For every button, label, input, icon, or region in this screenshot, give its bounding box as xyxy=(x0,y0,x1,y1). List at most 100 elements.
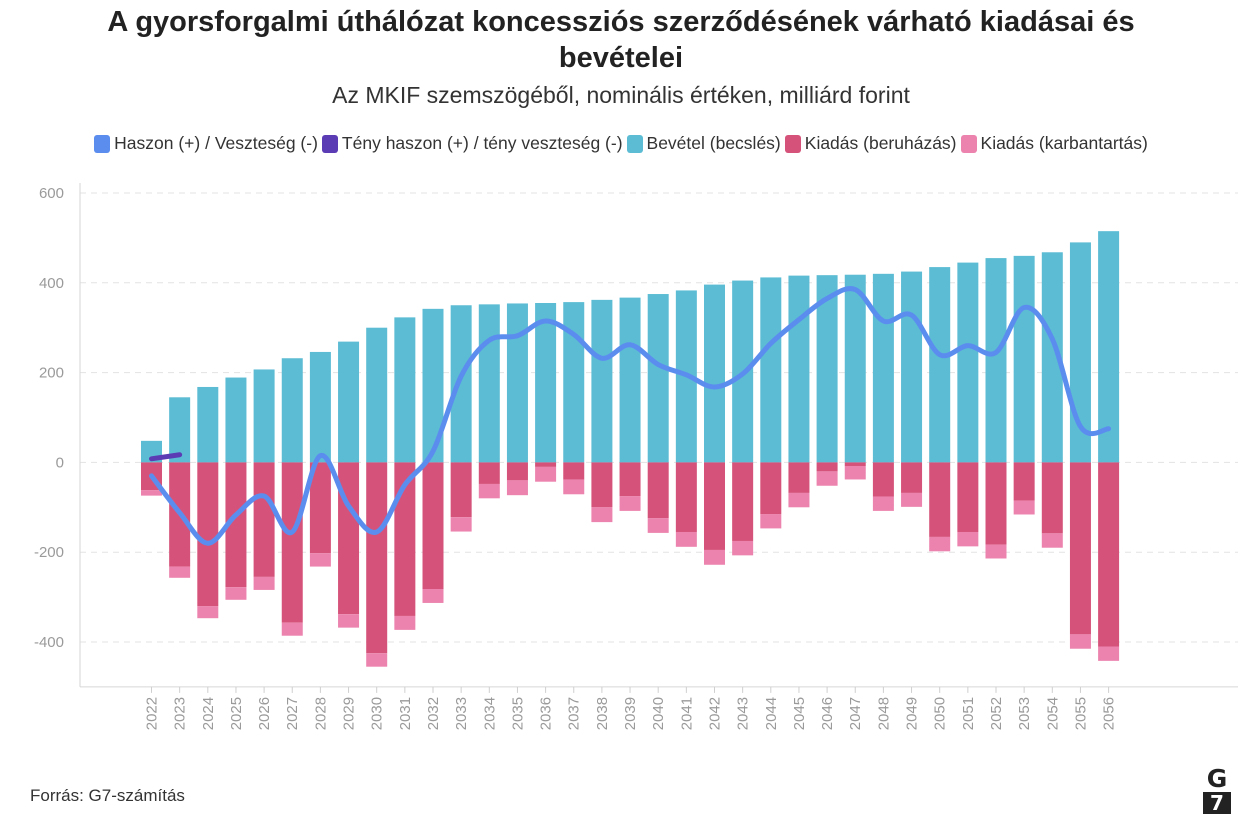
x-tick-label: 2046 xyxy=(819,697,836,730)
bar-karbantartas xyxy=(591,507,613,523)
bar-karbantartas xyxy=(872,496,894,511)
bar-bevetel xyxy=(281,358,303,463)
bar-karbantartas xyxy=(929,536,951,552)
bar-bevetel xyxy=(985,258,1007,463)
bar-beruhazas xyxy=(732,462,754,541)
x-tick-label: 2035 xyxy=(509,697,526,730)
bar-karbantartas xyxy=(253,576,275,590)
chart-title: A gyorsforgalmi úthálózat koncessziós sz… xyxy=(107,6,1135,74)
bar-beruhazas xyxy=(760,462,782,515)
bar-karbantartas xyxy=(535,466,557,482)
bar-bevetel xyxy=(309,351,331,463)
x-tick-label: 2041 xyxy=(678,697,695,730)
legend-item-karbantartas[interactable]: Kiadás (karbantartás) xyxy=(960,133,1148,154)
bar-karbantartas xyxy=(1013,500,1035,515)
bar-karbantartas xyxy=(760,514,782,529)
bar-beruhazas xyxy=(422,462,444,590)
x-tick-label: 2023 xyxy=(172,697,189,730)
legend-item-teny[interactable]: Tény haszon (+) / tény veszteség (-) xyxy=(321,133,623,154)
bar-beruhazas xyxy=(309,462,331,554)
line-teny xyxy=(149,452,183,462)
bar-beruhazas xyxy=(197,462,219,607)
bar-beruhazas xyxy=(675,462,697,532)
x-tick-label: 2040 xyxy=(650,697,667,730)
x-tick-label: 2029 xyxy=(341,697,358,730)
bar-bevetel xyxy=(788,275,810,463)
line-haszon xyxy=(149,286,1112,546)
bar-beruhazas xyxy=(1041,462,1063,534)
x-tick-label: 2036 xyxy=(538,697,555,730)
x-tick-label: 2037 xyxy=(566,697,583,730)
bar-bevetel xyxy=(422,308,444,463)
bar-bevetel xyxy=(478,304,500,463)
bar-karbantartas xyxy=(478,483,500,499)
bar-karbantartas xyxy=(281,622,303,636)
legend-label-beruhazas: Kiadás (beruházás) xyxy=(804,133,957,153)
x-tick-label: 2042 xyxy=(707,697,724,730)
chart-legend: Haszon (+) / Veszteség (-) Tény haszon (… xyxy=(0,133,1242,154)
x-tick-label: 2026 xyxy=(256,697,273,730)
bar-karbantartas xyxy=(1041,533,1063,548)
bar-bevetel xyxy=(253,369,275,463)
legend-swatch-haszon xyxy=(94,134,111,153)
y-tick-label: 200 xyxy=(39,365,64,382)
y-tick-label: 0 xyxy=(56,454,64,471)
bar-bevetel xyxy=(366,327,388,463)
bar-karbantartas xyxy=(788,492,810,508)
bar-bevetel xyxy=(816,275,838,463)
bar-karbantartas xyxy=(366,653,388,667)
x-tick-label: 2039 xyxy=(622,697,639,730)
bar-bevetel xyxy=(338,341,360,463)
bar-bevetel xyxy=(591,299,613,463)
bar-bevetel xyxy=(704,284,725,463)
x-tick-label: 2027 xyxy=(284,697,301,730)
y-tick-label: -200 xyxy=(34,544,64,561)
bar-bevetel xyxy=(506,303,528,463)
bar-bevetel xyxy=(225,377,247,463)
bar-bevetel xyxy=(197,386,219,463)
legend-item-bevetel[interactable]: Bevétel (becslés) xyxy=(626,133,781,154)
x-tick-label: 2033 xyxy=(453,697,470,730)
bar-karbantartas xyxy=(816,471,838,486)
bar-beruhazas xyxy=(788,462,810,493)
bar-karbantartas xyxy=(732,540,754,556)
logo-number: 7 xyxy=(1203,792,1231,814)
legend-item-beruhazas[interactable]: Kiadás (beruházás) xyxy=(784,133,957,154)
bar-bevetel xyxy=(957,262,979,463)
bar-bevetel xyxy=(1013,255,1035,463)
bar-beruhazas xyxy=(957,462,979,532)
bar-karbantartas xyxy=(1069,634,1091,649)
x-tick-label: 2050 xyxy=(932,697,949,730)
x-tick-label: 2034 xyxy=(481,697,498,730)
bar-karbantartas xyxy=(338,614,360,628)
bar-bevetel xyxy=(901,271,923,463)
legend-item-haszon[interactable]: Haszon (+) / Veszteség (-) xyxy=(94,133,318,154)
bar-beruhazas xyxy=(1069,462,1091,635)
bar-karbantartas xyxy=(506,480,528,496)
x-tick-label: 2052 xyxy=(988,697,1005,730)
bar-beruhazas xyxy=(563,462,585,480)
bar-karbantartas xyxy=(394,615,416,630)
x-tick-label: 2047 xyxy=(847,697,864,730)
x-tick-label: 2022 xyxy=(144,697,161,730)
source-note: Forrás: G7-számítás xyxy=(30,786,185,805)
y-tick-label: 600 xyxy=(39,185,64,202)
bar-karbantartas xyxy=(647,518,669,533)
x-tick-label: 2025 xyxy=(228,697,245,730)
bar-beruhazas xyxy=(506,462,528,481)
bar-beruhazas xyxy=(225,462,247,588)
legend-label-haszon: Haszon (+) / Veszteség (-) xyxy=(114,133,318,153)
bar-karbantartas xyxy=(619,496,641,511)
bar-bevetel xyxy=(872,273,894,463)
x-tick-label: 2051 xyxy=(960,697,977,730)
bar-beruhazas xyxy=(929,462,951,537)
legend-swatch-teny xyxy=(321,134,338,153)
bar-karbantartas xyxy=(901,492,923,507)
bar-bevetel xyxy=(647,294,669,463)
bar-beruhazas xyxy=(281,462,303,623)
bar-karbantartas xyxy=(450,517,472,532)
bar-bevetel xyxy=(169,397,191,463)
bar-beruhazas xyxy=(478,462,500,484)
legend-label-karbantartas: Kiadás (karbantartás) xyxy=(980,133,1148,153)
bar-beruhazas xyxy=(872,462,894,497)
